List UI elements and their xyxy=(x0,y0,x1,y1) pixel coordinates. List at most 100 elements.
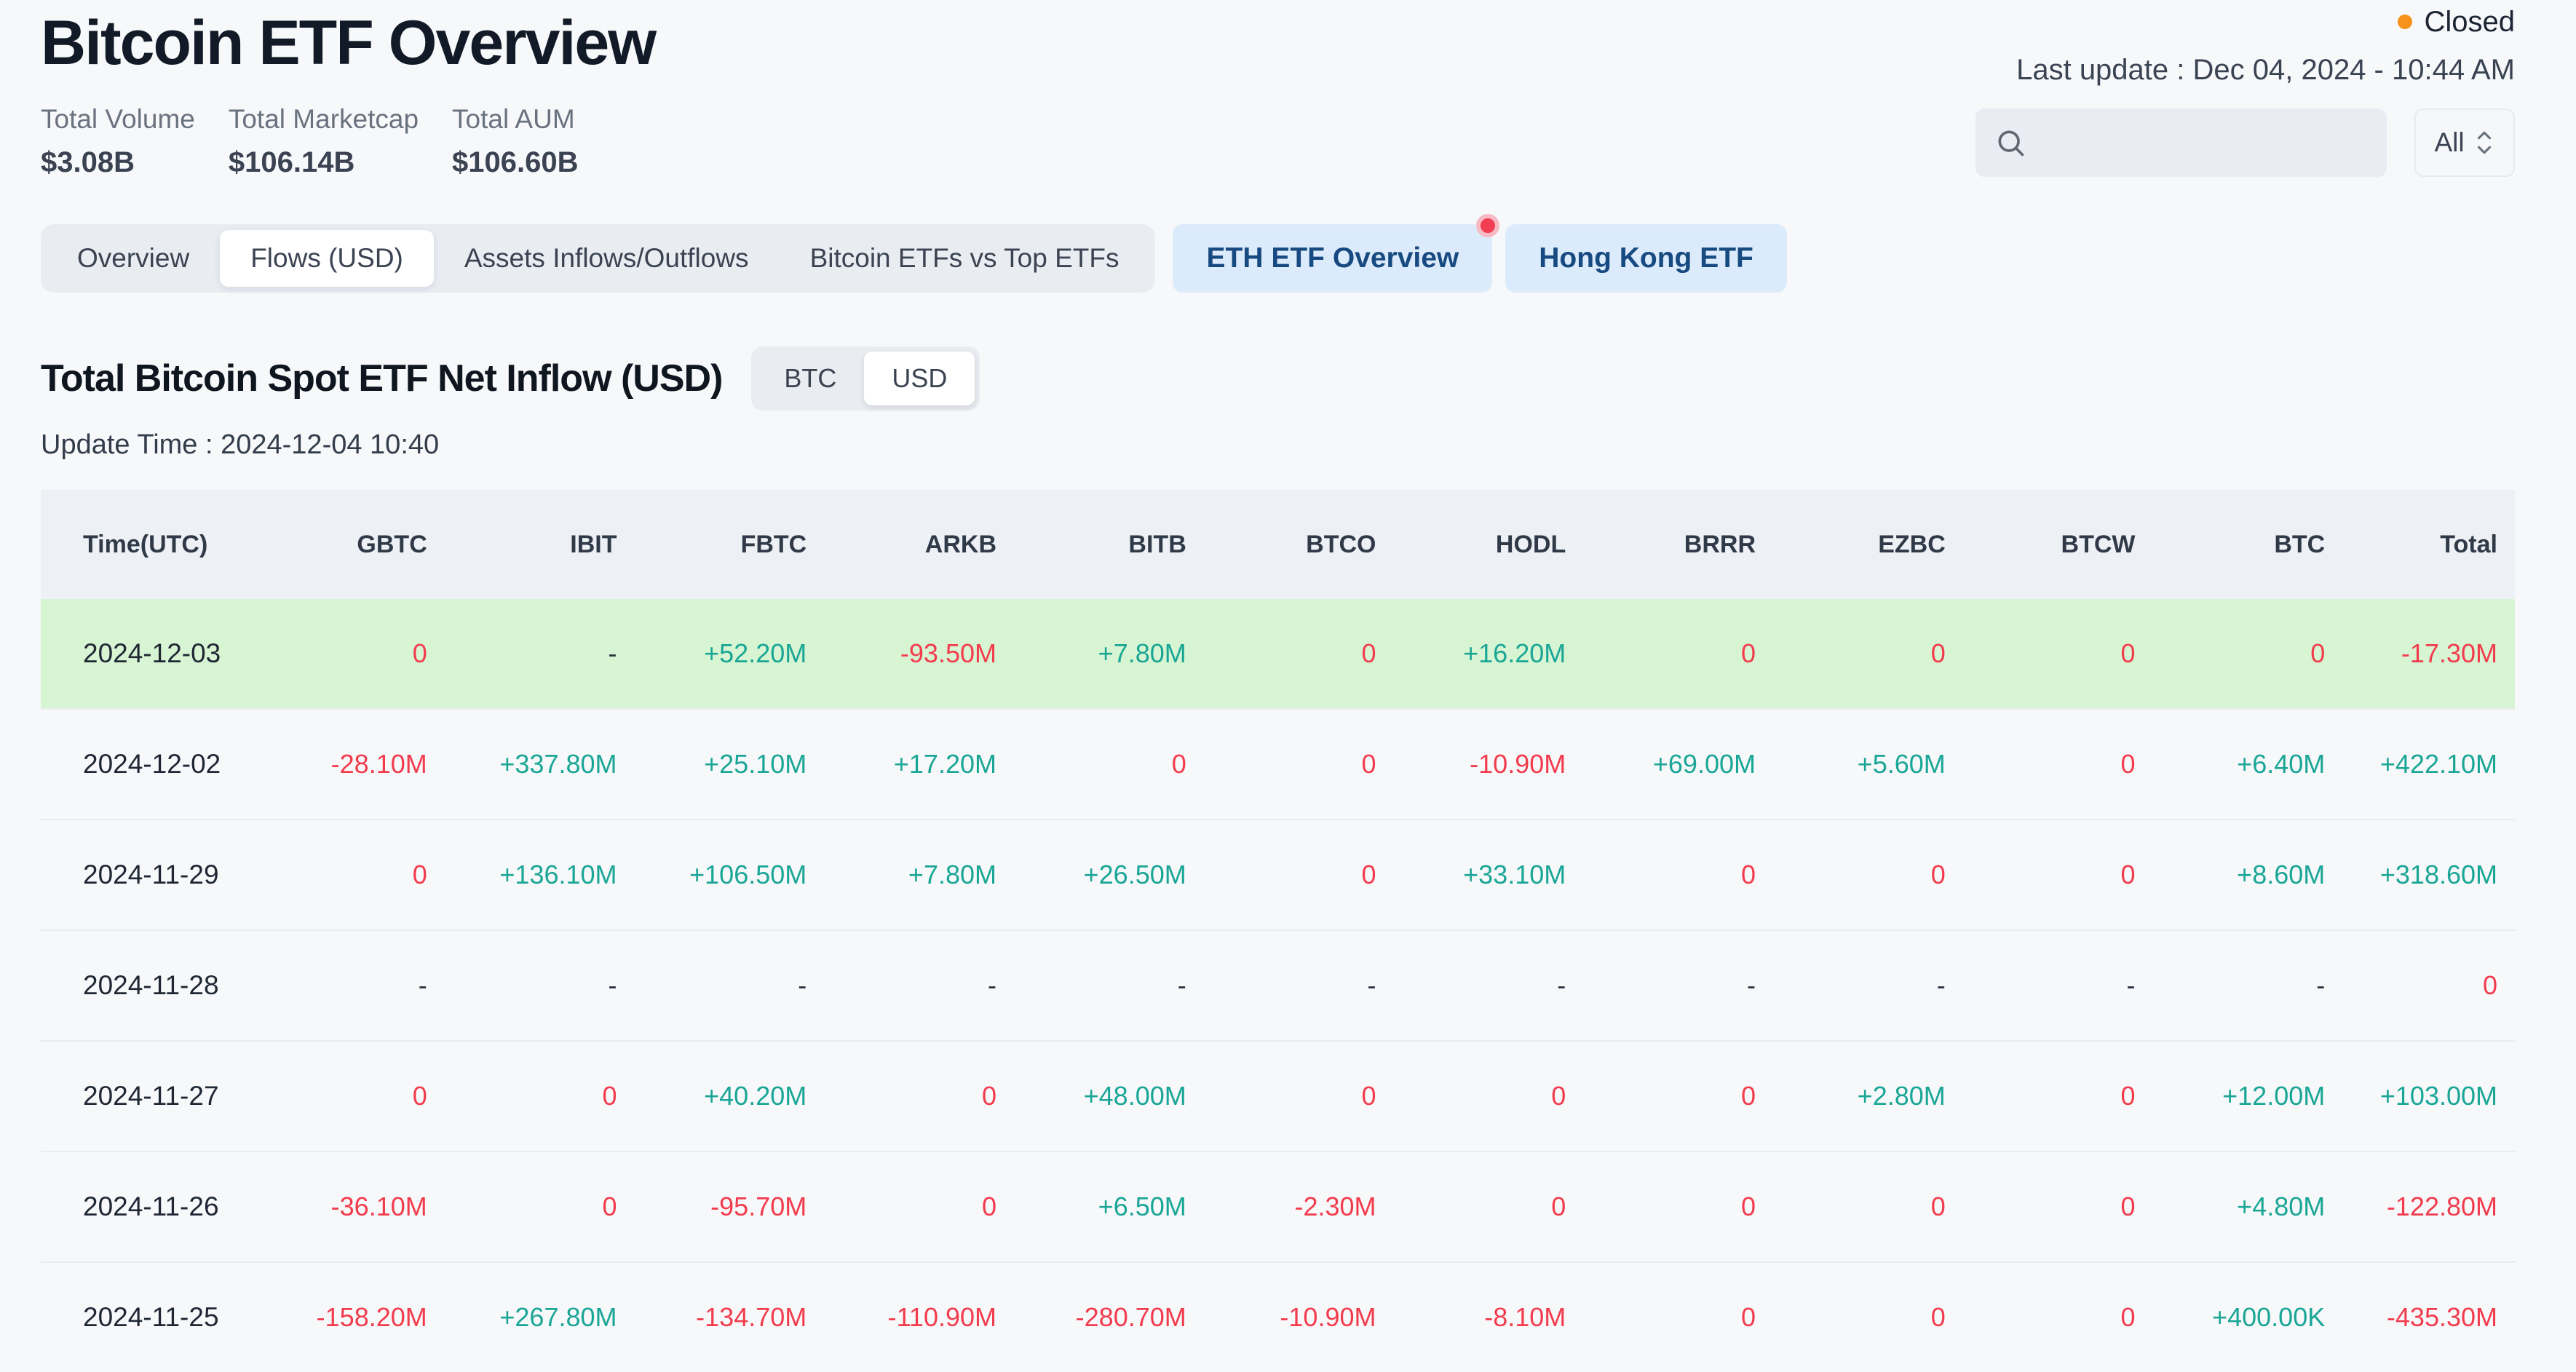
button-hong-kong-etf[interactable]: Hong Kong ETF xyxy=(1505,224,1787,293)
tab-overview[interactable]: Overview xyxy=(77,243,190,273)
value-cell: 0 xyxy=(1740,1081,1756,1111)
button-eth-etf-overview[interactable]: ETH ETF Overview xyxy=(1173,214,1500,293)
value-cell: +69.00M xyxy=(1652,749,1756,779)
value-cell: -36.10M xyxy=(330,1191,427,1221)
table-row: 2024-12-03 0 - +52.20M -93.50M +7.80M 0 +16.20M… xyxy=(41,599,2515,709)
stats-row: Total Volume $3.08B Total Marketcap $106.14… xyxy=(41,104,2515,179)
table-row: 2024-12-02 -28.10M +337.80M +25.10M +17.20M 0… xyxy=(41,709,2515,820)
column-header-ibit: IBIT xyxy=(427,490,617,599)
column-header-btco: BTCO xyxy=(1186,490,1376,599)
value-cell: -17.30M xyxy=(2401,638,2497,668)
stat-total-volume: Total Volume $3.08B xyxy=(41,104,195,179)
page-title: Bitcoin ETF Overview xyxy=(41,8,657,78)
value-cell: - xyxy=(798,970,807,1000)
search-row: All xyxy=(1975,108,2515,177)
value-cell: 0 xyxy=(1551,1191,1566,1221)
notification-dot-icon xyxy=(1476,214,1500,237)
column-header-arkb: ARKB xyxy=(807,490,996,599)
value-cell: 0 xyxy=(1361,860,1376,889)
stat-label: Total Volume xyxy=(41,104,195,134)
value-cell: 0 xyxy=(1740,860,1756,889)
value-cell: +6.50M xyxy=(1098,1191,1186,1221)
value-cell: 0 xyxy=(1930,638,1946,668)
search-box[interactable] xyxy=(1975,108,2387,177)
date-cell: 2024-11-27 xyxy=(83,1081,219,1111)
stat-value: $106.60B xyxy=(452,146,579,178)
value-cell: 0 xyxy=(1930,860,1946,889)
search-input[interactable] xyxy=(2040,127,2368,159)
date-cell: 2024-11-26 xyxy=(83,1191,219,1221)
toggle-btc[interactable]: BTC xyxy=(784,363,837,393)
select-chevrons-icon xyxy=(2477,131,2491,154)
value-cell: - xyxy=(1747,970,1756,1000)
value-cell: - xyxy=(1367,970,1376,1000)
value-cell: -28.10M xyxy=(330,749,427,779)
value-cell: 0 xyxy=(1740,1302,1756,1332)
value-cell: 0 xyxy=(981,1191,996,1221)
filter-select[interactable]: All xyxy=(2414,108,2515,177)
column-header-bitb: BITB xyxy=(996,490,1186,599)
value-cell: +12.00M xyxy=(2222,1081,2326,1111)
table-body: 2024-12-03 0 - +52.20M -93.50M +7.80M 0 +16.20M… xyxy=(41,599,2515,1372)
toggle-usd[interactable]: USD xyxy=(864,352,975,405)
value-cell: 0 xyxy=(412,638,427,668)
value-cell: 0 xyxy=(1171,749,1186,779)
value-cell: +8.60M xyxy=(2237,860,2326,889)
tab-flows-usd[interactable]: Flows (USD) xyxy=(220,230,434,287)
date-cell: 2024-12-02 xyxy=(83,749,221,779)
table-row: 2024-11-25 -158.20M +267.80M -134.70M -110.9… xyxy=(41,1262,2515,1372)
value-cell: 0 xyxy=(1361,749,1376,779)
value-cell: +2.80M xyxy=(1857,1081,1946,1111)
last-update-text: Last update : Dec 04, 2024 - 10:44 AM xyxy=(2016,54,2515,86)
value-cell: 0 xyxy=(2120,860,2136,889)
header-row: Time(UTC) GBTC IBIT FBTC ARKB BITB BTCO HODL BRR… xyxy=(41,490,2515,599)
value-cell: -10.90M xyxy=(1280,1302,1376,1332)
tab-bitcoin-etfs-vs-top-etfs[interactable]: Bitcoin ETFs vs Top ETFs xyxy=(809,243,1119,273)
value-cell: 0 xyxy=(412,860,427,889)
value-cell: +267.80M xyxy=(499,1302,617,1332)
value-cell: +422.10M xyxy=(2379,749,2497,779)
value-cell: 0 xyxy=(602,1191,617,1221)
market-status-label: Closed xyxy=(2424,5,2515,38)
column-header-hodl: HODL xyxy=(1376,490,1566,599)
value-cell: +337.80M xyxy=(499,749,617,779)
date-cell: 2024-11-29 xyxy=(83,860,219,889)
column-header-time-utc: Time(UTC) xyxy=(41,490,237,599)
value-cell: 0 xyxy=(1930,1191,1946,1221)
value-cell: +16.20M xyxy=(1463,638,1566,668)
value-cell: +17.20M xyxy=(893,749,996,779)
column-header-btcw: BTCW xyxy=(1945,490,2136,599)
value-cell: - xyxy=(608,970,617,1000)
table-header: Time(UTC) GBTC IBIT FBTC ARKB BITB BTCO HODL BRR… xyxy=(41,490,2515,599)
value-cell: 0 xyxy=(412,1081,427,1111)
value-cell: +33.10M xyxy=(1463,860,1566,889)
header-right: Closed Last update : Dec 04, 2024 - 10:4… xyxy=(1975,4,2515,177)
table-row: 2024-11-26 -36.10M 0 -95.70M 0 +6.50M -2.30M 0 0… xyxy=(41,1151,2515,1262)
column-header-gbtc: GBTC xyxy=(237,490,427,599)
table-row: 2024-11-27 0 0 +40.20M 0 +48.00M 0 0 0 +2.80M 0 +12… xyxy=(41,1041,2515,1151)
value-cell: +6.40M xyxy=(2237,749,2326,779)
column-header-ezbc: EZBC xyxy=(1756,490,1946,599)
value-cell: -122.80M xyxy=(2386,1191,2497,1221)
column-header-fbtc: FBTC xyxy=(617,490,807,599)
value-cell: 0 xyxy=(2120,638,2136,668)
value-cell: -2.30M xyxy=(1294,1191,1376,1221)
value-cell: 0 xyxy=(2310,638,2326,668)
value-cell: - xyxy=(1557,970,1566,1000)
column-header-brrr: BRRR xyxy=(1566,490,1756,599)
value-cell: -280.70M xyxy=(1075,1302,1186,1332)
tab-assets-inflows-outflows[interactable]: Assets Inflows/Outflows xyxy=(464,243,749,273)
value-cell: +106.50M xyxy=(689,860,807,889)
column-header-total: Total xyxy=(2325,490,2515,599)
filter-select-value: All xyxy=(2434,127,2465,157)
action-buttons: ETH ETF Overview Hong Kong ETF xyxy=(1173,214,1787,293)
date-cell: 2024-12-03 xyxy=(83,638,221,668)
value-cell: +400.00K xyxy=(2212,1302,2326,1332)
update-time-text: Update Time : 2024-12-04 10:40 xyxy=(41,429,440,460)
date-cell: 2024-11-28 xyxy=(83,970,219,1000)
value-cell: - xyxy=(418,970,427,1000)
value-cell: - xyxy=(1177,970,1186,1000)
value-cell: - xyxy=(2126,970,2136,1000)
value-cell: +26.50M xyxy=(1083,860,1186,889)
